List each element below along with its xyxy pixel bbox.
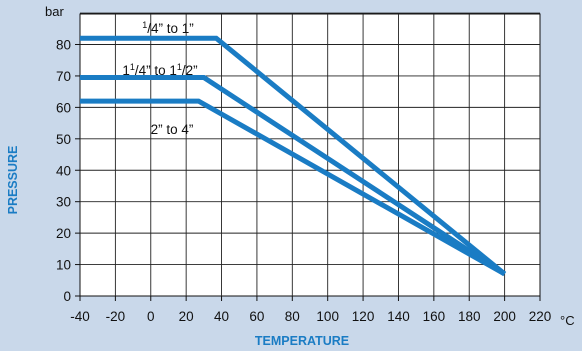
series-lines — [80, 35, 507, 277]
y-tick-label: 10 — [56, 258, 71, 273]
x-tick-label: 0 — [147, 309, 155, 324]
x-tick-label: 80 — [285, 309, 300, 324]
series-label: 11/4” to 11/2” — [122, 62, 197, 78]
x-tick-label: 220 — [529, 309, 552, 324]
y-tick-label: 40 — [56, 163, 71, 178]
x-tick-label: 200 — [493, 309, 516, 324]
x-tick-label: 160 — [423, 309, 446, 324]
series-label: 1/4” to 1” — [142, 20, 194, 36]
x-tick-label: 120 — [352, 309, 375, 324]
y-tick-label: 50 — [56, 132, 71, 147]
x-tick-label: 180 — [458, 309, 481, 324]
series-labels: 1/4” to 1” 11/4” to 11/2” 2” to 4” — [122, 20, 197, 137]
grid — [80, 12, 540, 296]
x-tick-label: -40 — [70, 309, 90, 324]
y-tick-label: 30 — [56, 195, 71, 210]
y-tick-label: 20 — [56, 226, 71, 241]
x-tick-label: -20 — [106, 309, 126, 324]
series-line — [80, 75, 506, 277]
y-unit-label: bar — [45, 4, 64, 19]
y-tick-label: 0 — [63, 289, 71, 304]
axes: 0 10 20 30 40 50 60 70 80 -40 -20 0 20 40 60 80 100 120 14… — [56, 38, 551, 325]
x-tick-label: 40 — [214, 309, 229, 324]
y-tick-label: 80 — [56, 38, 71, 53]
x-unit-label: °C — [560, 313, 575, 328]
series-label: 2” to 4” — [151, 122, 194, 137]
x-tick-label: 100 — [316, 309, 339, 324]
x-tick-label: 60 — [249, 309, 264, 324]
x-axis-title: TEMPERATURE — [255, 334, 349, 348]
series-line — [80, 98, 506, 277]
y-tick-label: 70 — [56, 69, 71, 84]
x-tick-label: 20 — [179, 309, 194, 324]
series-line — [80, 35, 507, 276]
x-tick-label: 140 — [387, 309, 410, 324]
y-tick-label: 60 — [56, 100, 71, 115]
y-axis-title: PRESSURE — [6, 146, 20, 215]
